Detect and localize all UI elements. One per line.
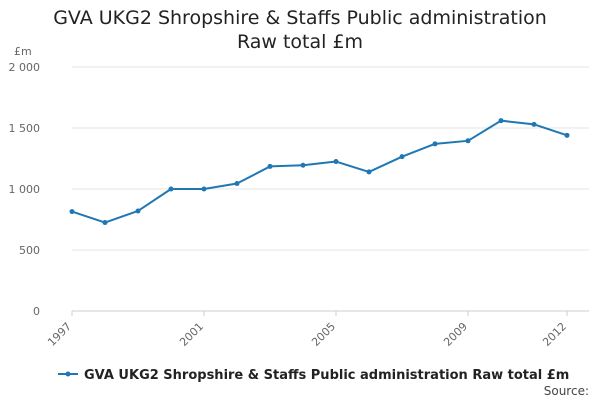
x-axis-ticks: 1997 2001 2005 2009 2012 xyxy=(45,311,569,349)
x-tick-label: 2005 xyxy=(309,320,338,349)
series-line xyxy=(71,119,568,224)
data-point[interactable] xyxy=(135,208,141,214)
x-tick-label: 2009 xyxy=(441,320,470,349)
data-point[interactable] xyxy=(234,181,240,187)
x-tick-label: 2001 xyxy=(177,320,206,349)
x-tick-label: 1997 xyxy=(45,320,74,349)
y-axis-unit-label: £m xyxy=(14,45,32,58)
data-point[interactable] xyxy=(432,141,438,147)
y-tick-label: 1 000 xyxy=(9,183,41,196)
data-point[interactable] xyxy=(366,169,372,175)
source-label: Source: xyxy=(544,384,589,398)
y-tick-label: 2 000 xyxy=(9,61,41,74)
data-point[interactable] xyxy=(102,220,108,226)
data-point[interactable] xyxy=(69,209,75,215)
data-point[interactable] xyxy=(267,163,273,169)
legend[interactable]: GVA UKG2 Shropshire & Staffs Public admi… xyxy=(58,368,569,383)
y-tick-label: 1 500 xyxy=(9,122,41,135)
legend-series-label: GVA UKG2 Shropshire & Staffs Public admi… xyxy=(84,368,569,383)
series-layer xyxy=(69,118,570,226)
data-point[interactable] xyxy=(333,159,339,165)
grid-layer xyxy=(72,66,589,312)
x-tick-label: 2012 xyxy=(540,320,569,349)
data-point[interactable] xyxy=(531,121,537,127)
legend-marker-swatch xyxy=(65,371,71,377)
data-point[interactable] xyxy=(300,162,306,168)
data-point[interactable] xyxy=(201,186,207,192)
y-tick-label: 0 xyxy=(33,305,40,318)
data-point[interactable] xyxy=(564,132,570,138)
data-point[interactable] xyxy=(498,118,504,124)
y-axis-ticks: 0 500 1 000 1 500 2 000 xyxy=(9,61,41,318)
chart-title: GVA UKG2 Shropshire & Staffs Public admi… xyxy=(53,7,547,53)
data-point[interactable] xyxy=(465,138,471,144)
data-point[interactable] xyxy=(168,186,174,192)
data-point[interactable] xyxy=(399,154,405,160)
y-tick-label: 500 xyxy=(19,244,40,257)
